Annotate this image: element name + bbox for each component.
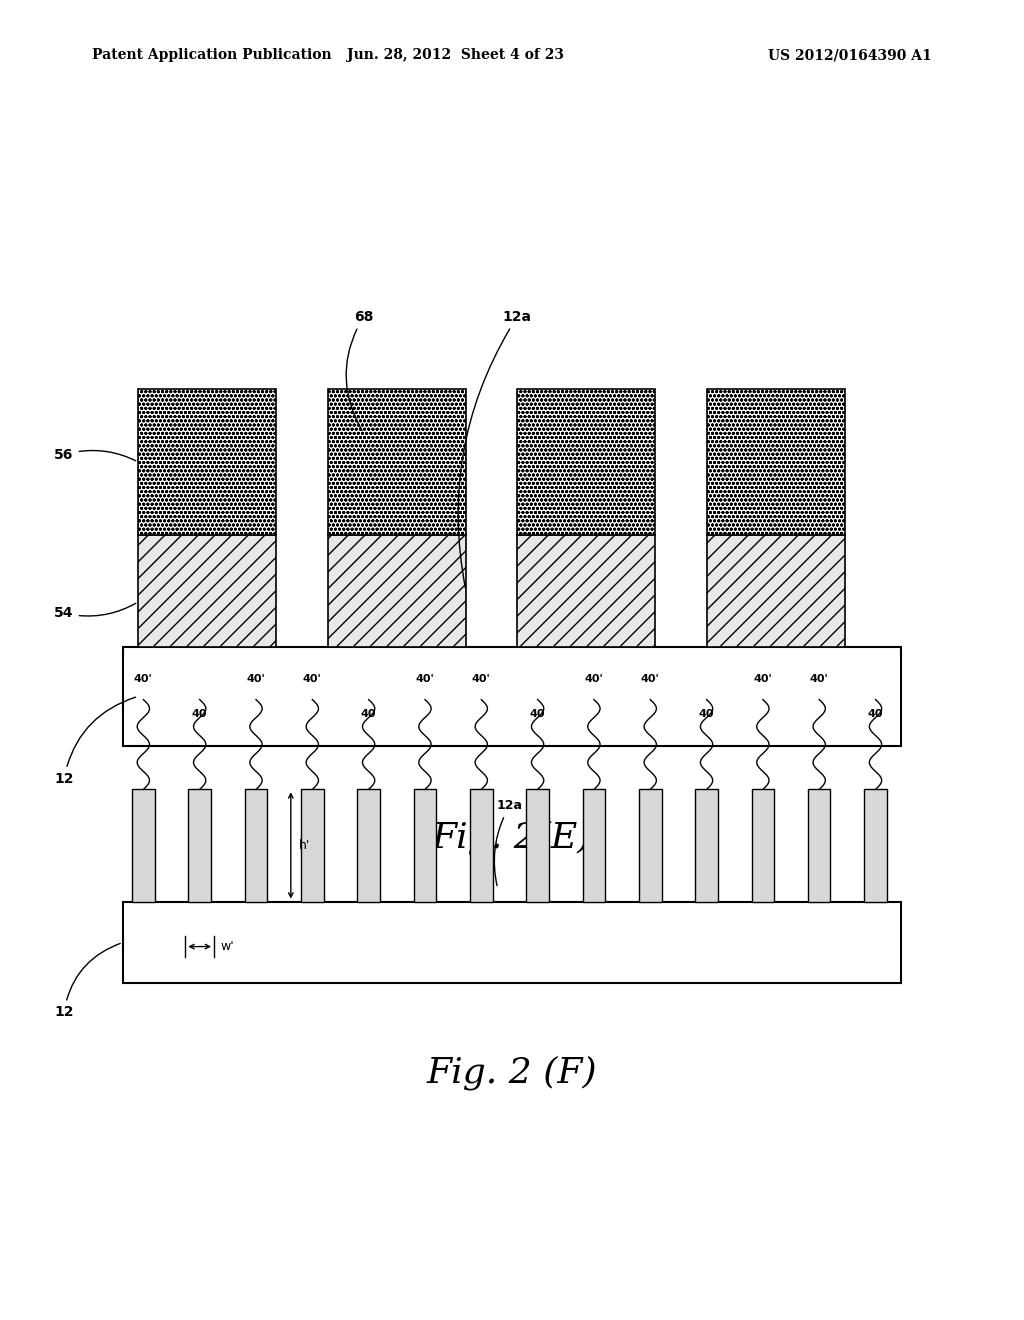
Text: 40: 40 [867, 709, 884, 719]
Text: 68: 68 [346, 310, 373, 430]
Bar [301, 789, 324, 902]
Text: w': w' [220, 940, 233, 953]
Text: 40': 40' [416, 673, 434, 684]
Bar [245, 789, 267, 902]
Bar [132, 789, 155, 902]
Text: 40: 40 [698, 709, 715, 719]
Bar [752, 789, 774, 902]
Bar [123, 647, 901, 746]
Bar [707, 389, 845, 535]
Bar [526, 789, 549, 902]
Text: Fig. 2(E): Fig. 2(E) [432, 821, 592, 855]
Bar [138, 535, 276, 647]
Text: Jun. 28, 2012  Sheet 4 of 23: Jun. 28, 2012 Sheet 4 of 23 [347, 49, 564, 62]
Text: 40': 40' [585, 673, 603, 684]
Text: 12a: 12a [495, 800, 522, 886]
Bar [470, 789, 493, 902]
Text: 40': 40' [247, 673, 265, 684]
Bar [123, 902, 901, 983]
Bar [138, 389, 276, 535]
Bar [357, 789, 380, 902]
Text: 40: 40 [191, 709, 208, 719]
Text: Patent Application Publication: Patent Application Publication [92, 49, 332, 62]
Bar [639, 789, 662, 902]
Text: 40': 40' [754, 673, 772, 684]
Text: 40': 40' [810, 673, 828, 684]
Bar [328, 535, 466, 647]
Text: 56: 56 [54, 447, 136, 462]
Text: 40: 40 [360, 709, 377, 719]
Bar [517, 389, 655, 535]
Bar [517, 535, 655, 647]
Bar [188, 789, 211, 902]
Text: 12a: 12a [458, 310, 531, 587]
Text: 40: 40 [529, 709, 546, 719]
Bar [864, 789, 887, 902]
Bar [695, 789, 718, 902]
Text: 40': 40' [134, 673, 153, 684]
Text: 12: 12 [54, 697, 135, 785]
Text: Fig. 2 (F): Fig. 2 (F) [427, 1056, 597, 1090]
Text: h': h' [299, 840, 310, 851]
Bar [414, 789, 436, 902]
Text: 40': 40' [472, 673, 490, 684]
Bar [328, 389, 466, 535]
Text: 54: 54 [54, 603, 136, 620]
Bar [808, 789, 830, 902]
Text: US 2012/0164390 A1: US 2012/0164390 A1 [768, 49, 932, 62]
Text: 12: 12 [54, 944, 120, 1019]
Bar [583, 789, 605, 902]
Text: 40': 40' [641, 673, 659, 684]
Bar [707, 535, 845, 647]
Text: 40': 40' [303, 673, 322, 684]
